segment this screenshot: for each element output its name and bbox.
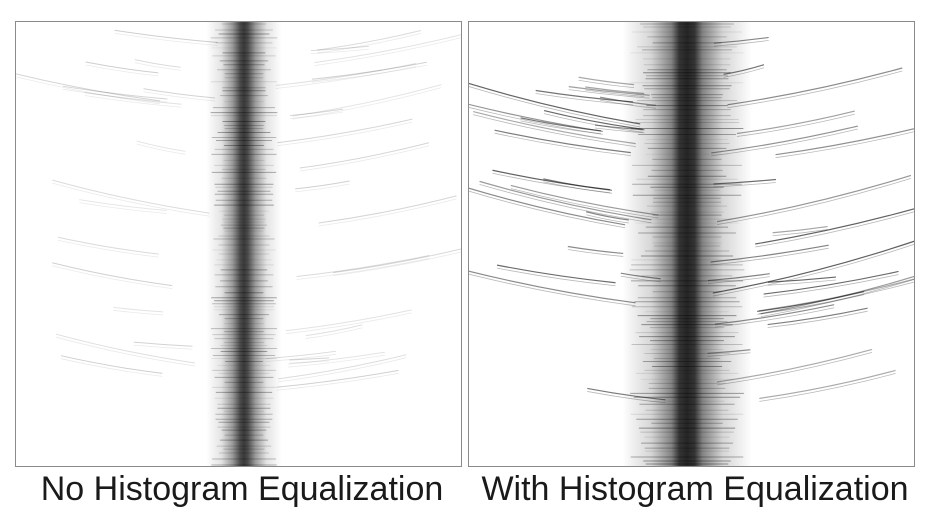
spectrogram-image-with-equalization [469, 22, 914, 466]
band-striations [210, 23, 278, 466]
curve-streaks [16, 29, 461, 391]
curve-streaks [469, 36, 914, 404]
caption-no-equalization: No Histogram Equalization [40, 470, 444, 508]
spectrogram-panel-with-equalization [468, 21, 915, 467]
caption-with-equalization: With Histogram Equalization [481, 470, 909, 508]
spectrogram-image-no-equalization [16, 22, 461, 466]
band-striations [629, 23, 745, 465]
spectrogram-panel-no-equalization [15, 21, 462, 467]
